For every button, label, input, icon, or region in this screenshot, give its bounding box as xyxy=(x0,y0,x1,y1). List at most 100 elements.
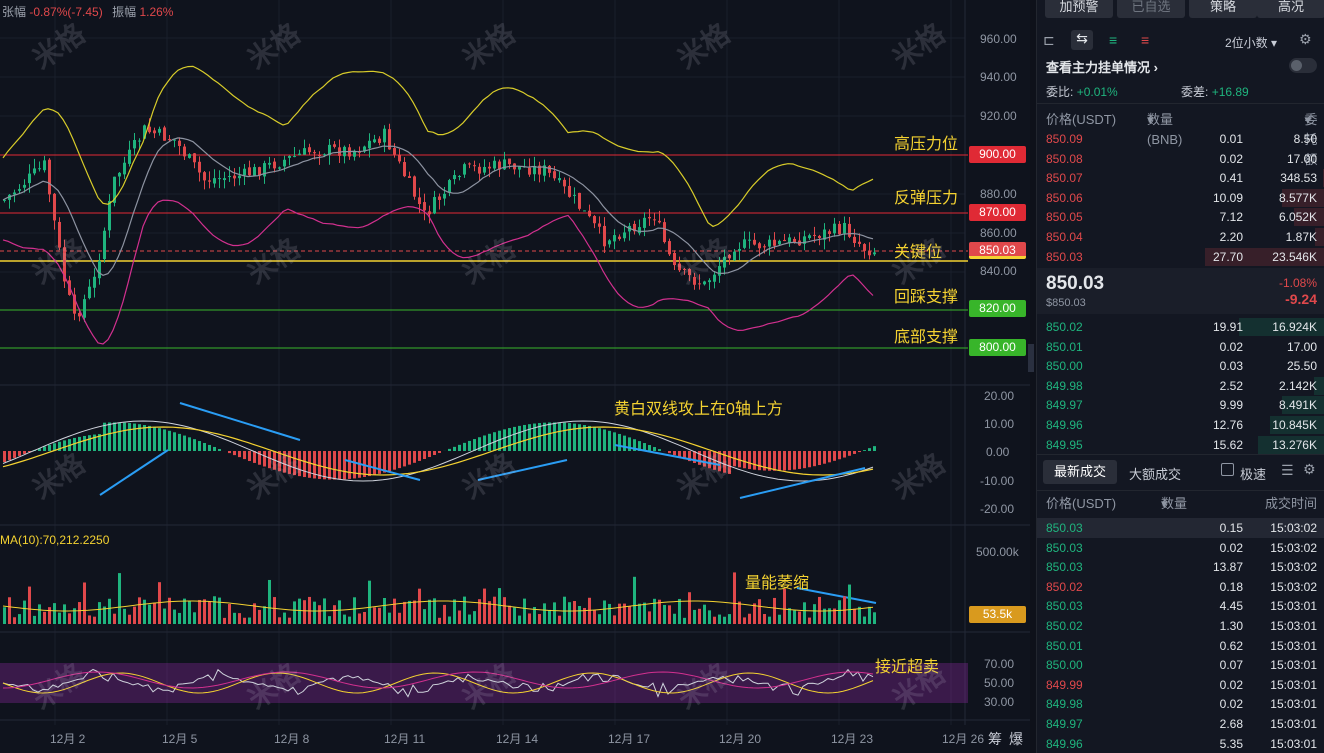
kline-chart-canvas[interactable] xyxy=(0,0,1030,753)
chips-icon[interactable]: 筹 xyxy=(988,731,1002,747)
candle-body xyxy=(188,154,191,158)
volume-bar xyxy=(128,614,131,624)
macd-histogram-bar xyxy=(778,451,781,471)
bid-row[interactable]: 850.02 19.91 16.924K xyxy=(1037,317,1324,337)
tab-latest-trades[interactable]: 最新成交 xyxy=(1043,460,1117,484)
date-label: 12月 14 xyxy=(496,732,539,746)
ask-row[interactable]: 850.05 7.12 6.052K xyxy=(1037,207,1324,227)
candle-body xyxy=(243,168,246,176)
candle-body xyxy=(568,185,571,197)
last-price-usd: $850.03 xyxy=(1046,297,1086,309)
bid-row[interactable]: 849.97 9.99 8.491K xyxy=(1037,395,1324,415)
volume-bar xyxy=(738,601,741,624)
trades-settings-icon[interactable]: ⚙ xyxy=(1303,461,1316,477)
main-orders-link[interactable]: 查看主力挂单情况 › xyxy=(1046,60,1158,75)
filter-icon[interactable]: ☰ xyxy=(1281,462,1294,478)
tab-large-trades[interactable]: 大额成交 xyxy=(1129,467,1182,482)
macd-histogram-bar xyxy=(243,451,246,460)
volume-bar xyxy=(658,599,661,624)
candle-body xyxy=(3,199,6,201)
macd-histogram-bar xyxy=(758,451,761,471)
ask-row[interactable]: 850.03 27.70 23.546K xyxy=(1037,247,1324,267)
speed-checkbox[interactable] xyxy=(1221,463,1234,476)
ask-row[interactable]: 850.04 2.20 1.87K xyxy=(1037,227,1324,247)
macd-histogram-bar xyxy=(568,423,571,451)
settings-gear-icon[interactable]: ⚙ xyxy=(1299,31,1312,47)
diff-value: +16.89 xyxy=(1211,85,1249,99)
add-alert-button[interactable]: 加预警 xyxy=(1045,0,1113,18)
order-price: 850.09 xyxy=(1046,132,1083,146)
boll-mid-band xyxy=(2,137,874,276)
header-amount[interactable]: 委托额 ▾ xyxy=(1304,110,1317,167)
macd-histogram-bar xyxy=(308,451,311,478)
candle-body xyxy=(98,260,101,279)
order-qty: 0.02 xyxy=(1219,339,1243,354)
rsi-axis-label: 70.00 xyxy=(984,657,1015,671)
volume-bar xyxy=(313,601,316,624)
volume-bar xyxy=(158,582,161,624)
trade-row: 849.99 0.02 15:03:01 xyxy=(1037,675,1324,695)
candle-body xyxy=(553,171,556,179)
precision-select[interactable]: 2位小数 ▾ xyxy=(1225,36,1278,50)
asks-view-icon[interactable]: ≡ xyxy=(1141,32,1150,48)
bid-row[interactable]: 849.95 15.62 13.276K xyxy=(1037,435,1324,455)
candle-body xyxy=(193,153,196,163)
both-view-icon[interactable]: ⇆ xyxy=(1071,30,1093,50)
candle-body xyxy=(318,155,321,157)
bids-view-icon[interactable]: ≡ xyxy=(1109,32,1118,48)
header-qty[interactable]: 数量 (BNB) ▾ xyxy=(1147,110,1182,147)
depth-view-icon[interactable]: ⊏ xyxy=(1043,32,1055,48)
burst-icon[interactable]: 爆 xyxy=(1009,731,1023,747)
strategy-button[interactable]: 策略 xyxy=(1189,0,1257,18)
volume-bar xyxy=(38,604,41,624)
trade-price: 849.96 xyxy=(1046,736,1083,751)
candle-body xyxy=(738,249,741,251)
macd-histogram-bar xyxy=(383,451,386,473)
volume-bar xyxy=(263,606,266,624)
volume-bar xyxy=(393,598,396,624)
boll-lower-band xyxy=(2,199,874,345)
annotation-macd-note: 黄白双线攻上在0轴上方 xyxy=(614,401,783,418)
bid-row[interactable]: 850.00 0.03 25.50 xyxy=(1037,356,1324,376)
panel-resize-handle[interactable] xyxy=(1028,344,1034,372)
ask-row[interactable]: 850.08 0.02 17.00 xyxy=(1037,149,1324,169)
bid-row[interactable]: 849.96 12.76 10.845K xyxy=(1037,415,1324,435)
overview-button[interactable]: 高况 xyxy=(1257,0,1324,18)
macd-histogram-bar xyxy=(398,451,401,469)
macd-histogram-bar xyxy=(798,451,801,469)
volume-current-tag: 53.5k xyxy=(969,606,1026,623)
ask-row[interactable]: 850.09 0.01 8.50 xyxy=(1037,129,1324,149)
trades-header-qty[interactable]: 数量(BNB) ▾ xyxy=(1161,494,1196,531)
volume-bar xyxy=(168,597,171,624)
volume-bar xyxy=(653,598,656,624)
ask-row[interactable]: 850.06 10.09 8.577K xyxy=(1037,188,1324,208)
candle-body xyxy=(563,179,566,187)
order-qty: 2.20 xyxy=(1219,230,1243,244)
bid-row[interactable]: 850.01 0.02 17.00 xyxy=(1037,337,1324,357)
trade-price: 850.00 xyxy=(1046,658,1083,673)
volume-bar xyxy=(138,597,141,624)
macd-histogram-bar xyxy=(83,435,86,451)
trade-price: 849.99 xyxy=(1046,677,1083,692)
candle-body xyxy=(173,139,176,141)
kline-chart-area[interactable]: 张幅 -0.87%(-7.45) 振幅 1.26% 960.00 940.00 … xyxy=(0,0,1030,753)
macd-histogram-bar xyxy=(63,440,66,451)
macd-histogram-bar xyxy=(793,451,796,470)
candle-body xyxy=(403,162,406,177)
macd-histogram-bar xyxy=(8,451,11,460)
candle-body xyxy=(623,232,626,239)
price-tag-870: 870.00 xyxy=(969,204,1026,221)
ask-row[interactable]: 850.07 0.41 348.53 xyxy=(1037,168,1324,188)
favorite-button[interactable]: 已自选 xyxy=(1117,0,1185,18)
main-orders-toggle[interactable] xyxy=(1289,58,1317,73)
macd-histogram-bar xyxy=(763,451,766,471)
candle-body xyxy=(18,189,21,191)
speed-label: 极速 xyxy=(1240,467,1267,482)
volume-bar xyxy=(248,617,251,624)
volume-bar xyxy=(318,605,321,624)
order-price: 849.96 xyxy=(1046,418,1083,432)
candle-body xyxy=(63,247,66,282)
bid-row[interactable]: 849.98 2.52 2.142K xyxy=(1037,376,1324,396)
candle-body xyxy=(83,299,86,318)
rsi-line-1 xyxy=(2,668,874,698)
